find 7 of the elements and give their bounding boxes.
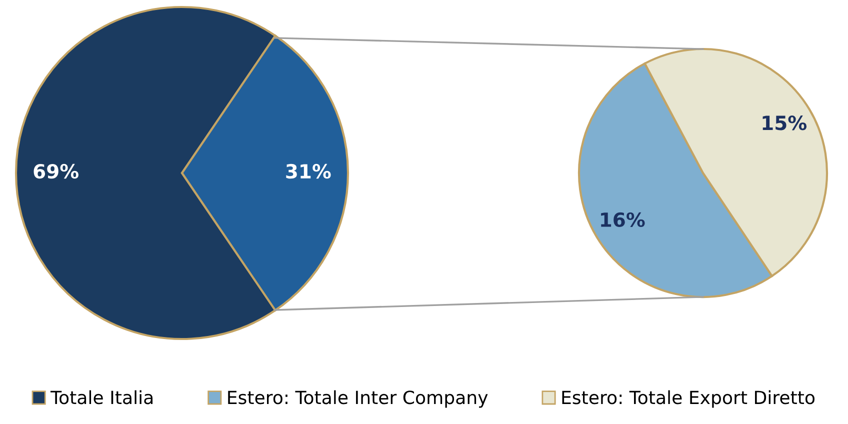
data-label: 31%: [286, 164, 331, 179]
data-label: 69%: [34, 164, 78, 179]
data-label: 16%: [601, 212, 645, 228]
legend-label: Totale Italia: [50, 390, 152, 404]
legend-label: Estero: Totale Export Diretto: [562, 390, 815, 408]
legend-label: Estero: Totale Inter Company: [228, 390, 488, 408]
data-label: 15%: [762, 116, 807, 130]
